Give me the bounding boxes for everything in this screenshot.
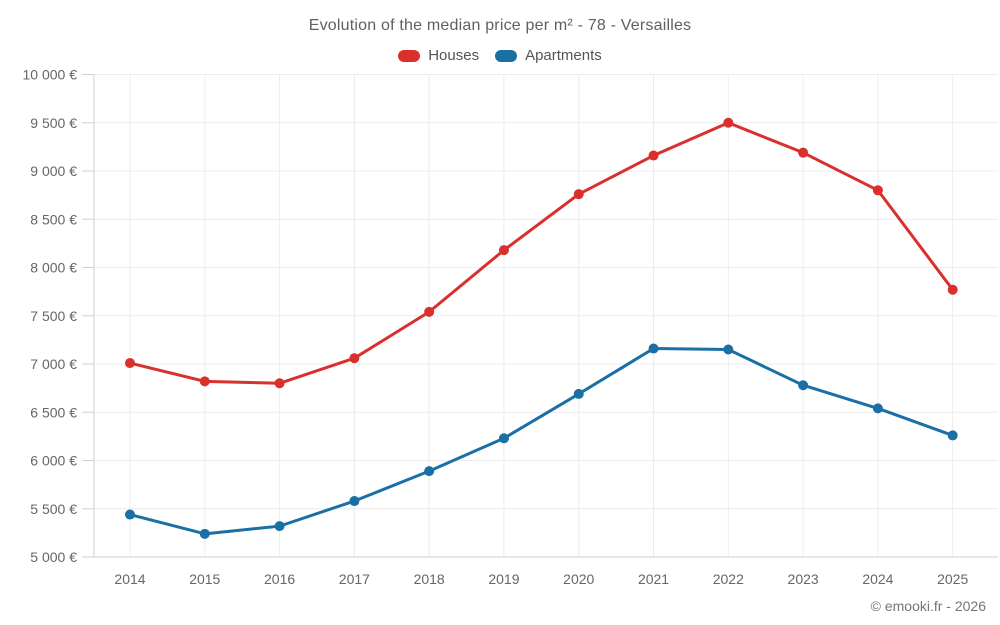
- x-tick-label: 2020: [563, 571, 594, 587]
- data-point-apartments-2017[interactable]: [349, 496, 360, 507]
- y-tick-label: 5 000 €: [30, 549, 77, 565]
- y-tick-label: 9 500 €: [30, 115, 77, 131]
- data-point-houses-2017[interactable]: [349, 353, 360, 364]
- y-tick-label: 6 000 €: [30, 453, 77, 469]
- legend-label-houses: Houses: [428, 47, 480, 64]
- data-point-apartments-2015[interactable]: [199, 528, 210, 539]
- copyright-watermark: © emooki.fr - 2026: [870, 598, 986, 614]
- x-tick-label: 2014: [114, 571, 145, 587]
- x-tick-label: 2022: [713, 571, 744, 587]
- data-point-houses-2024[interactable]: [872, 185, 883, 196]
- x-tick-label: 2025: [937, 571, 968, 587]
- data-point-apartments-2016[interactable]: [274, 521, 285, 532]
- y-tick-label: 5 500 €: [30, 501, 77, 517]
- x-tick-label: 2018: [414, 571, 445, 587]
- data-point-apartments-2020[interactable]: [573, 388, 584, 399]
- legend-item-apartments[interactable]: Apartments: [495, 47, 602, 64]
- data-point-houses-2015[interactable]: [199, 376, 210, 387]
- legend: Houses Apartments: [0, 47, 1000, 64]
- houses-series-swatch-icon: [398, 49, 421, 62]
- data-point-apartments-2023[interactable]: [798, 380, 809, 391]
- data-point-houses-2018[interactable]: [424, 306, 435, 317]
- y-tick-label: 8 000 €: [30, 260, 77, 276]
- data-point-apartments-2018[interactable]: [424, 466, 435, 477]
- x-tick-label: 2023: [788, 571, 819, 587]
- apartments-series-swatch-icon: [495, 49, 518, 62]
- legend-item-houses[interactable]: Houses: [398, 47, 479, 64]
- data-point-houses-2019[interactable]: [498, 245, 509, 256]
- x-tick-label: 2024: [862, 571, 893, 587]
- data-point-apartments-2021[interactable]: [648, 343, 659, 354]
- data-point-houses-2022[interactable]: [723, 117, 734, 128]
- data-point-apartments-2025[interactable]: [947, 430, 958, 441]
- data-point-houses-2021[interactable]: [648, 150, 659, 161]
- y-tick-label: 7 000 €: [30, 356, 77, 372]
- y-tick-label: 7 500 €: [30, 308, 77, 324]
- series-line-apartments: [128, 347, 955, 536]
- x-tick-label: 2019: [488, 571, 519, 587]
- chart-title: Evolution of the median price per m² - 7…: [308, 17, 692, 34]
- data-point-houses-2023[interactable]: [798, 147, 809, 158]
- x-tick-label: 2021: [638, 571, 669, 587]
- x-tick-label: 2017: [339, 571, 370, 587]
- legend-label-apartments: Apartments: [525, 47, 602, 64]
- y-tick-label: 6 500 €: [30, 404, 77, 420]
- data-point-houses-2014[interactable]: [125, 358, 135, 369]
- data-point-apartments-2022[interactable]: [723, 344, 734, 355]
- data-point-houses-2016[interactable]: [274, 378, 285, 389]
- y-tick-label: 8 500 €: [30, 211, 77, 227]
- x-tick-label: 2016: [264, 571, 295, 587]
- data-point-houses-2025[interactable]: [947, 284, 958, 295]
- data-point-apartments-2014[interactable]: [125, 509, 135, 520]
- data-point-apartments-2019[interactable]: [498, 433, 509, 444]
- data-point-apartments-2024[interactable]: [872, 403, 883, 414]
- data-point-houses-2020[interactable]: [573, 189, 584, 200]
- x-tick-label: 2015: [189, 571, 220, 587]
- y-tick-label: 9 000 €: [30, 163, 77, 179]
- series-line-houses: [128, 121, 955, 385]
- y-tick-label: 10 000 €: [23, 67, 78, 83]
